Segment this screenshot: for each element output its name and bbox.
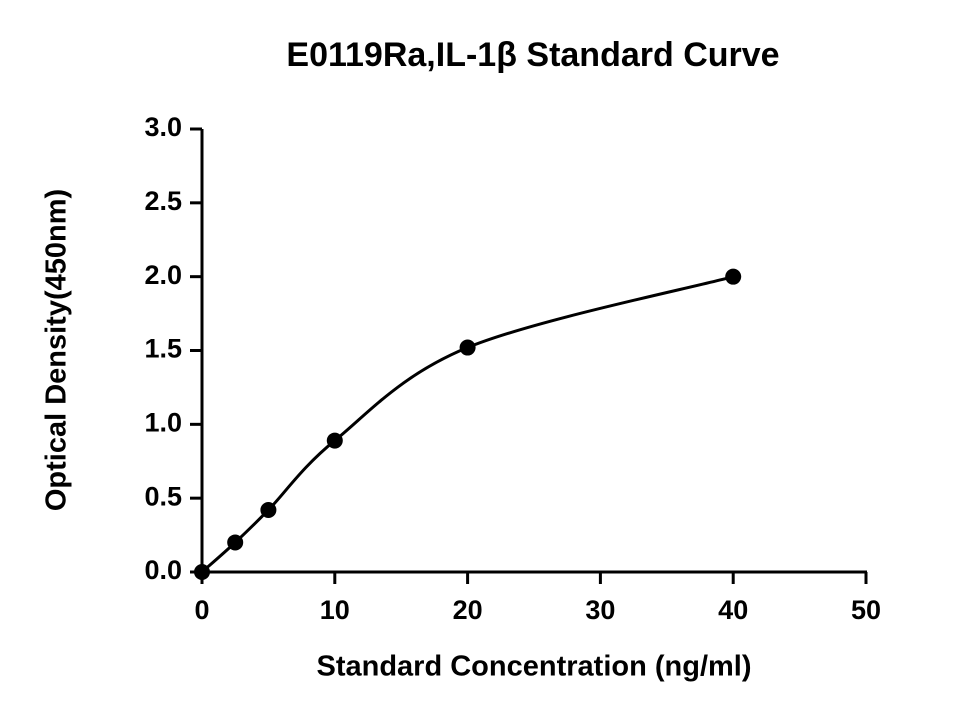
y-tick-label: 3.0 (144, 112, 182, 142)
data-point (725, 268, 742, 285)
x-tick-label: 30 (585, 595, 615, 625)
chart-title: E0119Ra,IL-1β Standard Curve (286, 36, 779, 74)
x-tick-label: 10 (320, 595, 350, 625)
y-axis-title: Optical Density(450nm) (41, 189, 73, 511)
fit-curve (201, 275, 734, 574)
x-tick-label: 40 (718, 595, 748, 625)
data-point (227, 534, 244, 551)
x-tick-label: 20 (453, 595, 483, 625)
y-tick-label: 1.0 (144, 407, 182, 437)
y-tick-label: 0.0 (144, 555, 182, 585)
x-tick-label: 0 (194, 595, 209, 625)
x-axis-title: Standard Concentration (ng/ml) (317, 651, 752, 683)
data-point (459, 339, 476, 356)
data-point (326, 432, 343, 449)
data-point (194, 564, 210, 580)
y-tick-label: 1.5 (144, 334, 182, 364)
y-tick-label: 2.5 (144, 186, 182, 216)
y-tick-label: 0.5 (144, 481, 182, 511)
y-tick-label: 2.0 (144, 260, 182, 290)
data-point (260, 501, 277, 518)
x-tick-label: 50 (851, 595, 881, 625)
